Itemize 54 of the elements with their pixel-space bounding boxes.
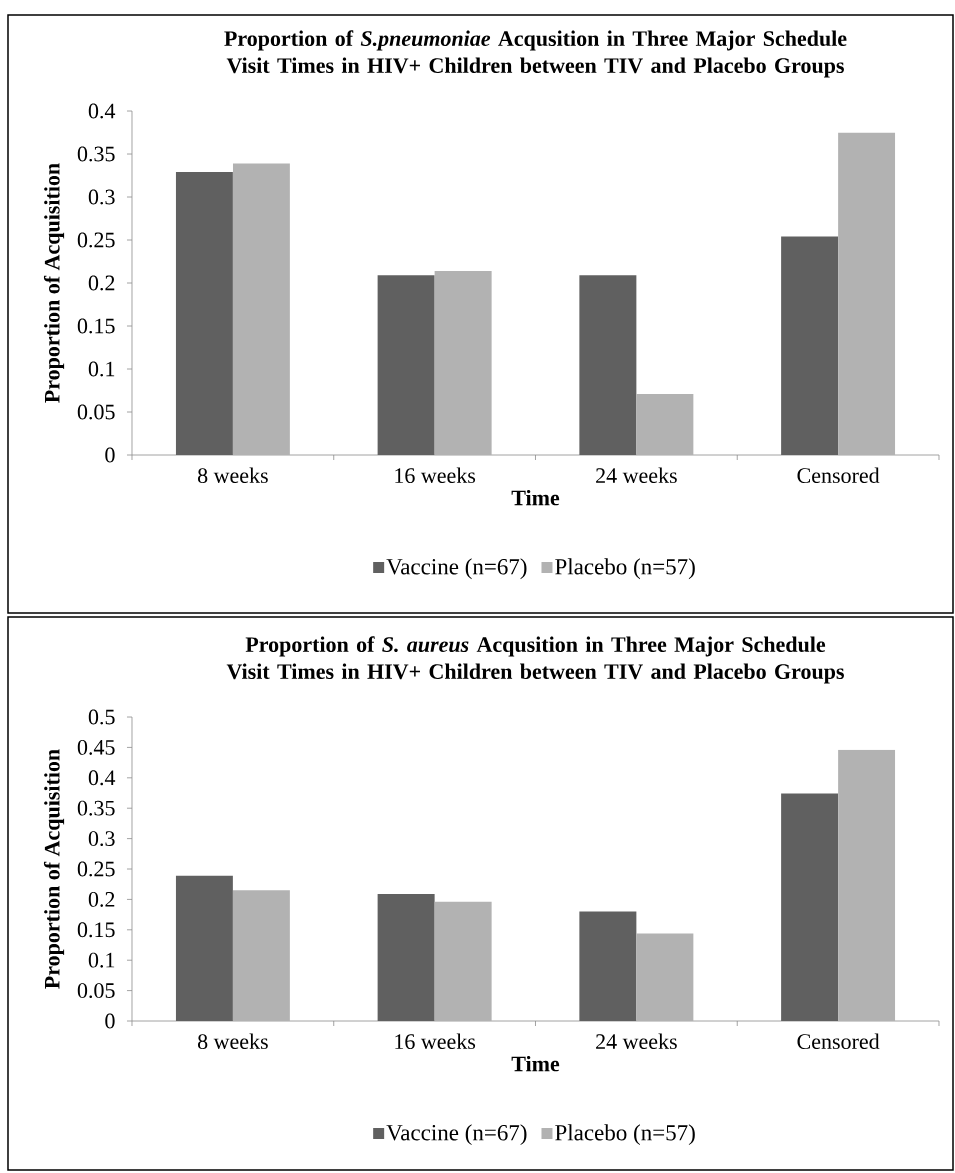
y-tick-label: 0.25: [77, 861, 115, 877]
y-tick-label: 0.45: [77, 739, 115, 755]
y-axis-title: Proportion of Acquisition: [43, 749, 65, 989]
y-tick-label: 0.15: [77, 922, 115, 938]
bar: [377, 275, 435, 456]
bar: [232, 890, 290, 1022]
bar: [175, 172, 233, 456]
x-tick-label: 8 weeks: [197, 467, 268, 484]
y-tick-label: 0.5: [88, 709, 115, 725]
bar: [434, 901, 492, 1022]
y-tick-label: 0.2: [88, 891, 115, 907]
legend-label: Placebo (n=57): [555, 1124, 695, 1146]
bar: [377, 893, 435, 1022]
bar: [781, 236, 839, 456]
bar: [838, 749, 896, 1022]
y-tick-label: 0.1: [88, 361, 115, 377]
bar: [579, 275, 637, 456]
x-tick-label: Censored: [797, 467, 880, 484]
y-tick-label: 0.4: [88, 770, 116, 786]
y-tick-label: 0.3: [88, 189, 115, 205]
y-tick-label: 0: [105, 1013, 115, 1029]
bar: [232, 163, 290, 456]
x-tick-label: 16 weeks: [395, 1033, 476, 1050]
bar: [579, 911, 637, 1022]
bar: [636, 933, 694, 1022]
y-tick-label: 0.3: [88, 831, 115, 847]
bar: [781, 793, 839, 1022]
y-tick-label: 0: [105, 447, 115, 463]
bar: [175, 875, 233, 1022]
y-tick-label: 0.25: [77, 232, 115, 248]
legend-label: Vaccine (n=67): [386, 558, 527, 580]
y-tick-label: 0.35: [77, 146, 115, 162]
x-axis-title: Time: [511, 489, 560, 506]
y-tick-label: 0.2: [88, 275, 115, 291]
y-tick-label: 0.35: [77, 800, 115, 816]
y-tick-label: 0.4: [88, 103, 116, 119]
chart-title: Proportion of S.pneumoniae Acqusition in Three Major Schedule Visit Times in HIV+ Children between TIV and Placebo Groups: [224, 30, 847, 78]
y-tick-label: 0.15: [77, 318, 115, 334]
x-tick-label: 24 weeks: [596, 1033, 677, 1050]
x-tick-label: 8 weeks: [197, 1033, 268, 1050]
y-tick-label: 0.1: [88, 952, 115, 968]
x-tick-label: Censored: [797, 1033, 880, 1050]
legend-label: Placebo (n=57): [555, 558, 695, 580]
chart-title: Proportion of S. aureus Acqusition in Three Major Schedule Visit Times in HIV+ Children between TIV and Placebo Groups: [226, 636, 844, 684]
y-tick-label: 0.05: [77, 404, 115, 420]
x-tick-label: 16 weeks: [395, 467, 476, 484]
y-tick-label: 0.05: [77, 983, 115, 999]
bar: [636, 393, 694, 456]
x-axis-title: Time: [511, 1055, 560, 1072]
x-tick-label: 24 weeks: [596, 467, 677, 484]
bar: [434, 270, 492, 456]
y-axis-title: Proportion of Acquisition: [43, 163, 65, 403]
legend-label: Vaccine (n=67): [386, 1124, 527, 1146]
bar: [838, 132, 896, 456]
